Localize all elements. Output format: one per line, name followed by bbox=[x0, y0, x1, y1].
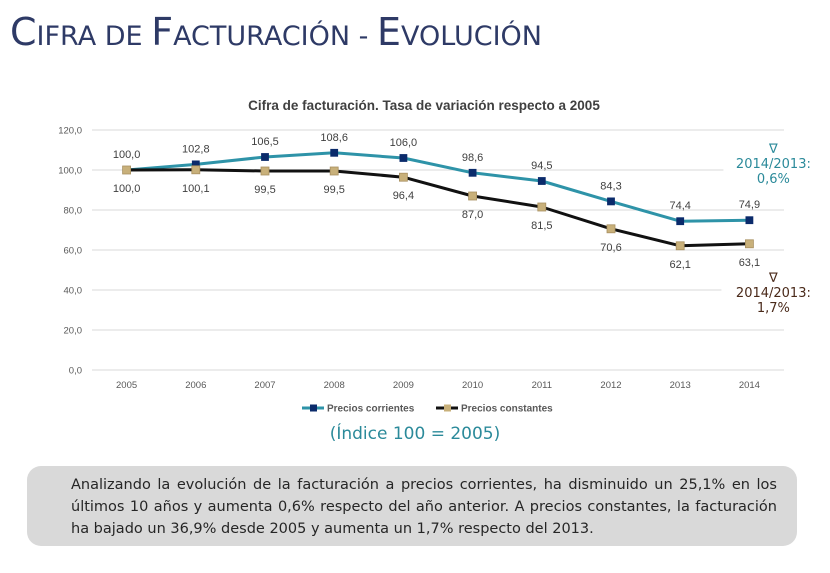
y-axis-ticks: 0,0 20,0 40,0 60,0 80,0 100,0 120,0 bbox=[58, 126, 82, 377]
annotation-corrientes: 0,6% bbox=[757, 172, 790, 187]
data-label: 81,5 bbox=[531, 220, 552, 232]
annotation-bg bbox=[723, 141, 824, 193]
summary-text: Analizando la evolución de la facturació… bbox=[71, 477, 777, 537]
data-label: 100,0 bbox=[113, 183, 141, 195]
data-label: 106,5 bbox=[251, 136, 279, 148]
legend-label: Precios constantes bbox=[461, 404, 553, 415]
y-tick-label: 20,0 bbox=[64, 326, 83, 337]
y-tick-label: 100,0 bbox=[58, 166, 82, 177]
data-point-marker bbox=[537, 177, 546, 185]
data-point-marker bbox=[398, 172, 408, 182]
x-tick-label: 2007 bbox=[254, 380, 275, 391]
annotations: ∇2014/2013:0,6%∇2014/2013:1,7% bbox=[721, 141, 826, 322]
data-label: 108,6 bbox=[320, 132, 348, 144]
legend-label: Precios corrientes bbox=[327, 404, 415, 415]
summary-box: Analizando la evolución de la facturació… bbox=[27, 466, 797, 546]
data-point-marker bbox=[745, 239, 754, 249]
data-labels: 100,0 102,8 106,5 108,6 106,0 98,6 94,5 84,3 74,… bbox=[113, 132, 760, 271]
data-point-marker bbox=[260, 166, 270, 176]
y-tick-label: 0,0 bbox=[69, 366, 82, 377]
data-label: 99,5 bbox=[323, 184, 344, 196]
data-point-marker bbox=[675, 241, 685, 251]
data-point-marker bbox=[606, 224, 616, 234]
series-group bbox=[122, 148, 754, 251]
x-tick-label: 2010 bbox=[462, 380, 483, 391]
title-part-3: EVOLUCIÓN bbox=[377, 10, 542, 54]
x-tick-label: 2009 bbox=[393, 380, 414, 391]
x-tick-label: 2005 bbox=[116, 380, 137, 391]
series-line-precios-constantes bbox=[126, 168, 750, 248]
data-label: 74,9 bbox=[739, 199, 760, 211]
data-point-marker bbox=[122, 165, 131, 175]
index-note: (Índice 100 = 2005) bbox=[329, 424, 501, 444]
data-label: 99,5 bbox=[254, 184, 275, 196]
data-point-marker bbox=[261, 153, 269, 161]
x-tick-label: 2012 bbox=[600, 380, 621, 391]
x-tick-label: 2008 bbox=[324, 380, 345, 391]
y-tick-label: 120,0 bbox=[58, 126, 82, 137]
series-line-precios-corrientes bbox=[126, 151, 750, 223]
title-part-2: FACTURACIÓN - bbox=[151, 10, 377, 54]
data-point-marker bbox=[329, 166, 339, 176]
data-label: 100,1 bbox=[182, 183, 210, 195]
line-chart: Cifra de facturación. Tasa de variación … bbox=[58, 98, 826, 415]
title-part-1: CIFRA DE bbox=[10, 10, 152, 54]
legend-marker bbox=[310, 404, 317, 412]
data-point-marker bbox=[676, 217, 685, 226]
data-point-marker bbox=[468, 191, 478, 201]
data-label: 98,6 bbox=[462, 152, 483, 164]
chart-title: Cifra de facturación. Tasa de variación … bbox=[248, 98, 600, 113]
data-point-marker bbox=[607, 197, 615, 206]
y-tick-label: 40,0 bbox=[64, 286, 83, 297]
annotation-bg bbox=[721, 270, 826, 322]
legend-marker bbox=[444, 404, 451, 412]
y-tick-label: 80,0 bbox=[64, 206, 83, 217]
down-triangle-icon: ∇ bbox=[768, 271, 778, 286]
data-point-marker bbox=[191, 165, 201, 175]
data-point-marker bbox=[330, 148, 339, 157]
data-label: 100,0 bbox=[113, 149, 141, 161]
data-label: 87,0 bbox=[462, 209, 483, 221]
legend: Precios corrientes Precios constantes bbox=[302, 404, 553, 415]
down-triangle-icon: ∇ bbox=[768, 142, 778, 157]
x-tick-label: 2014 bbox=[739, 380, 760, 391]
data-label: 94,5 bbox=[531, 160, 552, 172]
data-label: 96,4 bbox=[393, 190, 414, 202]
data-label: 74,4 bbox=[669, 200, 690, 212]
data-label: 62,1 bbox=[669, 259, 690, 271]
data-point-marker bbox=[468, 168, 477, 177]
page-title: CIFRA DE FACTURACIÓN - EVOLUCIÓN bbox=[10, 10, 542, 54]
data-label: 102,8 bbox=[182, 143, 210, 155]
annotation-corrientes: 2014/2013: bbox=[736, 157, 811, 172]
annotation-constantes: 1,7% bbox=[757, 301, 790, 316]
data-point-marker bbox=[399, 154, 408, 162]
annotation-constantes: 2014/2013: bbox=[736, 286, 811, 301]
y-tick-label: 60,0 bbox=[64, 246, 83, 257]
data-label: 70,6 bbox=[600, 242, 621, 254]
data-label: 84,3 bbox=[600, 180, 621, 192]
data-point-marker bbox=[537, 202, 547, 212]
data-label: 106,0 bbox=[390, 137, 418, 149]
x-tick-label: 2013 bbox=[670, 380, 691, 391]
data-point-marker bbox=[745, 216, 754, 225]
x-tick-label: 2006 bbox=[185, 380, 206, 391]
data-label: 63,1 bbox=[739, 257, 760, 269]
x-axis-ticks: 2005 2006 2007 2008 2009 2010 2011 2012 2013 2014 bbox=[116, 380, 760, 391]
x-tick-label: 2011 bbox=[532, 380, 552, 391]
